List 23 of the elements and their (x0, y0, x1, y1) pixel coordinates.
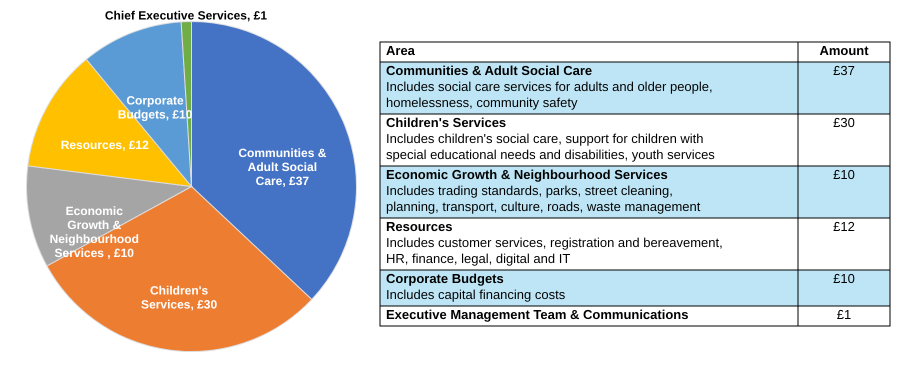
text: Includes capital financing costs (386, 287, 566, 302)
text: Executive Management Team & Communications (386, 307, 688, 322)
text: Includes customer services, registration and bereavement, HR, finance, legal, digital and IT (386, 235, 723, 266)
text: Area (386, 43, 416, 58)
text: Economic Growth & Neighbourhood Services (386, 167, 668, 182)
text: Includes children's social care, support for children with special educational needs and disabilities, youth services (386, 131, 716, 162)
text: Resources (386, 219, 452, 234)
text: £10 (833, 271, 855, 286)
text: £37 (833, 63, 855, 78)
text: £10 (833, 167, 855, 182)
slice-label: Resources, £12 (60, 138, 150, 152)
slice-label: Chief Executive Services, £1 (104, 8, 268, 23)
text: Includes social care services for adults and older people, homelessness, community safety (386, 79, 713, 110)
text: Includes trading standards, parks, street cleaning, planning, transport, culture, roads, waste management (386, 183, 701, 214)
slice-label: Children's Services, £30 (141, 284, 218, 312)
text: Communities & Adult Social Care (386, 63, 592, 78)
text: Children's Services (386, 115, 506, 130)
text: Amount (819, 43, 870, 58)
text: Corporate Budgets (386, 271, 504, 286)
text: £12 (833, 219, 855, 234)
slice-label: Communities & Adult Social Care, £37 (238, 146, 327, 188)
text: £30 (833, 115, 855, 130)
text: £1 (836, 307, 852, 322)
